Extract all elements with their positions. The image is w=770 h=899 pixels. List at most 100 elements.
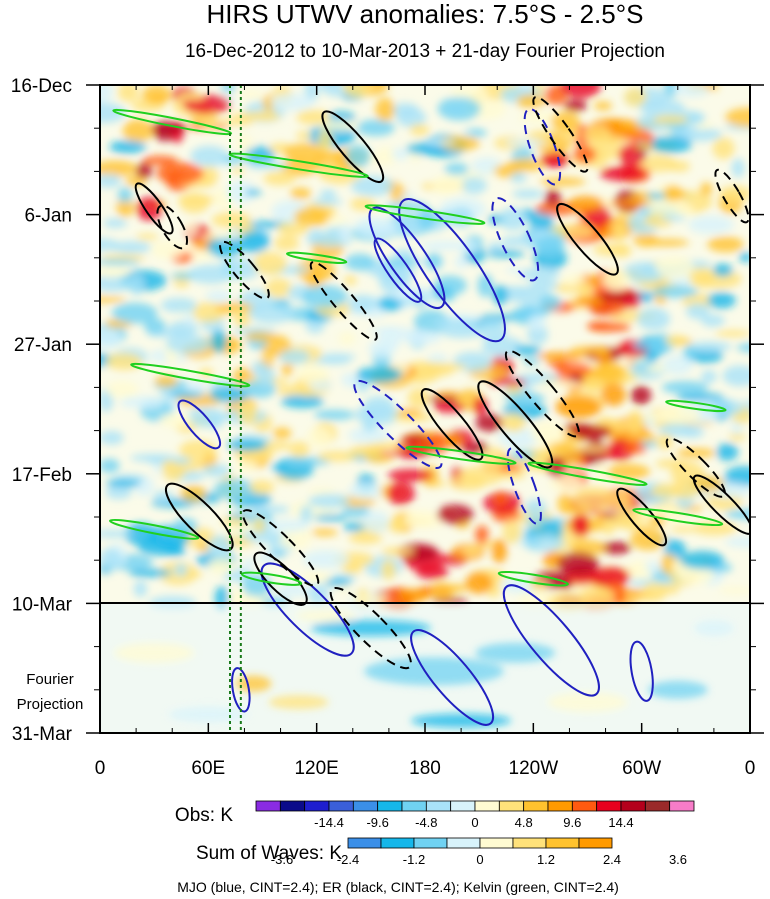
obs-colorbar-box — [571, 800, 598, 812]
obs-anomaly-blob — [174, 563, 188, 577]
obs-anomaly-blob — [162, 460, 186, 482]
obs-anomaly-blob — [667, 160, 691, 172]
mjo-contour — [506, 447, 542, 525]
obs-anomaly-blob — [100, 296, 127, 303]
obs-colorbar-box — [425, 800, 452, 812]
obs-anomaly-blob — [655, 255, 695, 279]
obs-anomaly-blob — [235, 133, 253, 154]
kelvin-contour — [364, 204, 486, 225]
obs-anomaly-blob — [111, 302, 158, 324]
waves-colorbar-box — [512, 837, 547, 849]
obs-anomaly-blob — [585, 205, 612, 228]
er-contour — [164, 482, 234, 552]
er-contour — [241, 509, 320, 587]
obs-anomaly-blob — [431, 174, 462, 196]
obs-anomaly-blob — [143, 318, 166, 334]
obs-anomaly-blob — [231, 167, 245, 174]
obs-anomaly-blob — [571, 514, 590, 537]
obs-anomaly-blob — [420, 240, 468, 250]
er-contour — [504, 349, 580, 438]
obs-anomaly-blob — [387, 481, 415, 506]
mjo-contour — [502, 584, 600, 697]
waves-colorbar-label: -1.2 — [403, 852, 425, 867]
obs-anomaly-blob — [251, 361, 269, 377]
obs-anomaly-blob — [550, 111, 580, 132]
obs-anomaly-blob — [343, 275, 357, 286]
obs-anomaly-blob — [639, 441, 661, 448]
obs-anomaly-blob — [100, 174, 122, 188]
obs-anomaly-blob — [461, 546, 482, 556]
obs-anomaly-blob — [100, 458, 120, 473]
obs-anomaly-blob — [251, 111, 281, 122]
obs-anomaly-blob — [549, 473, 583, 494]
obs-anomaly-blob — [534, 236, 565, 256]
obs-anomaly-blob — [381, 547, 414, 557]
obs-colorbar-label: -14.4 — [314, 815, 344, 830]
obs-anomaly-blob — [349, 444, 384, 458]
obs-anomaly-blob — [207, 556, 237, 575]
obs-anomaly-blob — [688, 341, 732, 352]
obs-anomaly-blob — [177, 194, 218, 205]
obs-anomaly-blob — [253, 517, 266, 534]
projection-blob — [295, 609, 356, 622]
projection-blob — [411, 713, 512, 728]
obs-anomaly-blob — [487, 242, 504, 253]
obs-anomaly-blob — [156, 162, 204, 185]
obs-anomaly-blob — [342, 560, 363, 575]
obs-anomaly-blob — [301, 285, 348, 309]
er-contour — [477, 380, 554, 469]
obs-anomaly-blob — [299, 388, 315, 397]
obs-anomaly-blob — [277, 220, 310, 236]
obs-anomaly-blob — [539, 294, 562, 311]
obs-anomaly-blob — [639, 154, 677, 173]
chart-subtitle: 16-Dec-2012 to 10-Mar-2013 + 21-day Four… — [185, 41, 665, 62]
obs-anomaly-blob — [319, 189, 337, 199]
er-contour — [532, 96, 589, 173]
obs-anomaly-blob — [348, 482, 382, 500]
obs-colorbar-label: 9.6 — [563, 815, 581, 830]
obs-anomaly-blob — [652, 285, 699, 298]
obs-anomaly-blob — [712, 263, 733, 277]
obs-anomaly-blob — [561, 273, 586, 286]
obs-anomaly-blob — [567, 195, 605, 212]
kelvin-contour — [240, 571, 303, 586]
obs-anomaly-blob — [715, 330, 750, 338]
mjo-contour — [629, 640, 654, 702]
obs-anomaly-blob — [500, 412, 526, 432]
waves-colorbar-box — [413, 837, 448, 849]
kelvin-contour — [130, 362, 251, 388]
mjo-contour — [353, 379, 443, 469]
obs-anomaly-blob — [324, 578, 352, 587]
obs-anomaly-blob — [656, 433, 674, 450]
obs-anomaly-blob — [198, 232, 245, 239]
obs-anomaly-blob — [433, 401, 466, 413]
obs-colorbar-box — [596, 800, 622, 812]
obs-anomaly-blob — [425, 252, 443, 270]
projection-label-line1: Fourier — [26, 671, 74, 688]
projection-blob — [364, 657, 505, 686]
er-contour — [665, 437, 726, 498]
obs-anomaly-blob — [128, 568, 173, 578]
obs-colorbar-box — [401, 800, 427, 812]
mjo-contour — [260, 562, 355, 657]
obs-anomaly-blob — [179, 440, 217, 460]
obs-anomaly-blob — [543, 159, 562, 167]
obs-anomaly-blob — [600, 541, 632, 555]
obs-anomaly-blob — [226, 180, 257, 203]
obs-anomaly-blob — [434, 363, 468, 371]
obs-anomaly-blob — [265, 519, 309, 533]
obs-anomaly-blob — [354, 216, 396, 238]
obs-anomaly-blob — [614, 489, 632, 513]
obs-anomaly-blob — [154, 375, 179, 388]
obs-anomaly-blob — [477, 314, 524, 321]
obs-anomaly-blob — [497, 470, 526, 480]
x-tick-label: 0 — [745, 758, 756, 779]
obs-anomaly-blob — [141, 85, 172, 105]
obs-anomaly-blob — [299, 505, 313, 523]
obs-anomaly-blob — [242, 558, 256, 570]
obs-colorbar-label: 4.8 — [515, 815, 533, 830]
y-tick-label: 17-Feb — [12, 465, 72, 486]
obs-anomaly-blob — [210, 329, 227, 353]
obs-anomaly-blob — [396, 543, 439, 562]
obs-anomaly-blob — [136, 196, 163, 221]
